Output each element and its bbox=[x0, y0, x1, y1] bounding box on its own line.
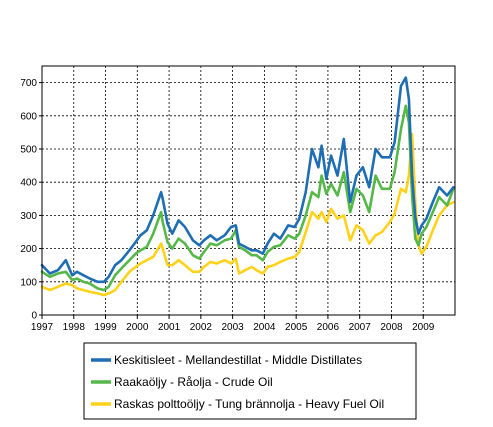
x-tick-label: 2004 bbox=[253, 322, 276, 333]
x-tick-label: 2003 bbox=[221, 322, 244, 333]
legend-label-middle-distillates: Keskitisleet - Mellandestillat - Middle … bbox=[114, 353, 362, 367]
x-tick-label: 2009 bbox=[412, 322, 435, 333]
series-line-middle-distillates bbox=[40, 76, 455, 284]
y-tick-label: 500 bbox=[20, 145, 37, 156]
legend: Keskitisleet - Mellandestillat - Middle … bbox=[83, 342, 417, 420]
x-tick-label: 2001 bbox=[158, 322, 181, 333]
series-line-heavy-fuel-oil bbox=[40, 132, 455, 297]
y-tick-label: 300 bbox=[20, 211, 37, 222]
series-line-crude-oil bbox=[40, 104, 455, 292]
plot-frame bbox=[41, 65, 456, 316]
y-tick-label: 600 bbox=[20, 111, 37, 122]
x-tick-label: 2007 bbox=[349, 322, 372, 333]
x-tick-label: 2005 bbox=[285, 322, 308, 333]
x-tick-label: 1998 bbox=[63, 322, 86, 333]
y-tick-label: 100 bbox=[20, 277, 37, 288]
y-tick-label: 200 bbox=[20, 244, 37, 255]
legend-label-crude-oil: Raakaöljy - Råolja - Crude Oil bbox=[114, 375, 273, 389]
y-axis: 0 100 200 300 400 500 600 700 bbox=[20, 78, 42, 322]
y-tick-label: 0 bbox=[31, 311, 37, 322]
legend-label-heavy-fuel-oil: Raskas polttoöljy - Tung brännolja - Hea… bbox=[114, 397, 384, 411]
legend-box bbox=[83, 342, 417, 420]
series-lines bbox=[40, 76, 455, 297]
x-tick-label: 2008 bbox=[380, 322, 403, 333]
x-axis: 1997 1998 1999 2000 2001 2002 2003 2004 2005 2006… bbox=[31, 315, 435, 333]
y-tick-label: 700 bbox=[20, 78, 37, 89]
y-tick-label: 400 bbox=[20, 178, 37, 189]
x-tick-label: 2000 bbox=[126, 322, 149, 333]
x-tick-label: 1999 bbox=[94, 322, 117, 333]
x-tick-label: 2002 bbox=[190, 322, 213, 333]
x-tick-label: 1997 bbox=[31, 322, 54, 333]
grid-lines bbox=[42, 66, 455, 315]
x-tick-label: 2006 bbox=[317, 322, 340, 333]
